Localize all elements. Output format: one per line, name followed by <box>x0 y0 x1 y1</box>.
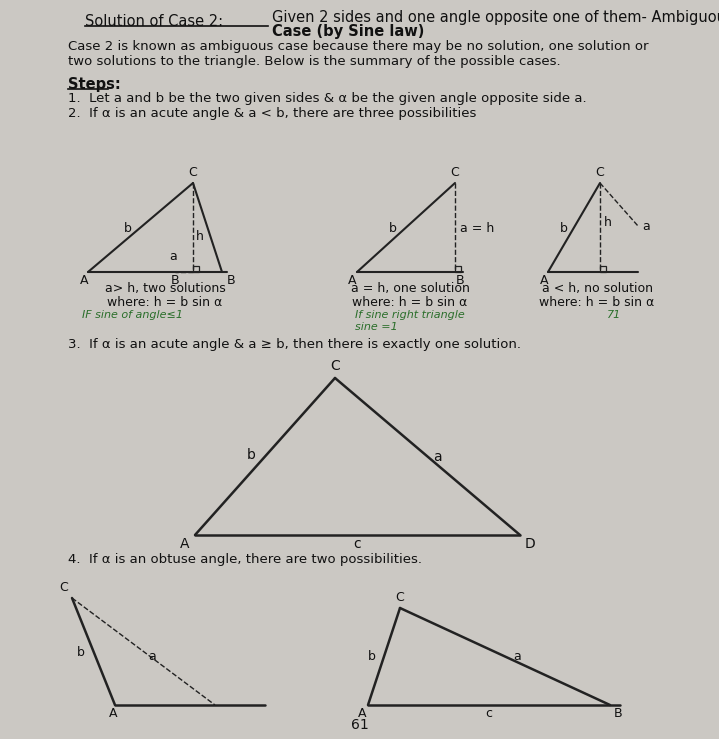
Text: 1.  Let a and b be the two given sides & α be the given angle opposite side a.: 1. Let a and b be the two given sides & … <box>68 92 587 105</box>
Text: h: h <box>196 230 204 242</box>
Text: 2.  If α is an acute angle & a < b, there are three possibilities: 2. If α is an acute angle & a < b, there… <box>68 107 477 120</box>
Text: Given 2 sides and one angle opposite one of them- Ambiguous: Given 2 sides and one angle opposite one… <box>272 10 719 25</box>
Text: where: h = b sin α: where: h = b sin α <box>107 296 223 309</box>
Text: B: B <box>170 274 179 287</box>
Text: C: C <box>60 581 68 594</box>
Text: 71: 71 <box>607 310 621 320</box>
Text: Case (by Sine law): Case (by Sine law) <box>272 24 424 39</box>
Text: IF sine of angle≤1: IF sine of angle≤1 <box>82 310 183 320</box>
Text: B: B <box>226 274 235 287</box>
Text: C: C <box>395 591 404 604</box>
Text: a: a <box>642 219 650 233</box>
Text: c: c <box>485 707 493 720</box>
Text: Solution of Case 2:: Solution of Case 2: <box>85 14 223 29</box>
Text: A: A <box>80 274 88 287</box>
Text: A: A <box>180 537 190 551</box>
Text: Case 2 is known as ambiguous case because there may be no solution, one solution: Case 2 is known as ambiguous case becaus… <box>68 40 649 68</box>
Text: h: h <box>604 217 612 230</box>
Text: b: b <box>368 650 376 664</box>
Text: 61: 61 <box>351 718 369 732</box>
Text: C: C <box>330 359 340 373</box>
Text: a < h, no solution: a < h, no solution <box>541 282 653 295</box>
Text: B: B <box>614 707 623 720</box>
Text: A: A <box>540 274 549 287</box>
Text: D: D <box>525 537 536 551</box>
Text: where: h = b sin α: where: h = b sin α <box>352 296 467 309</box>
Text: a = h, one solution: a = h, one solution <box>351 282 470 295</box>
Text: C: C <box>188 166 198 179</box>
Text: a: a <box>433 450 441 464</box>
Text: a: a <box>169 250 177 262</box>
Text: A: A <box>109 707 117 720</box>
Text: b: b <box>124 222 132 234</box>
Text: B: B <box>456 274 464 287</box>
Text: A: A <box>358 707 366 720</box>
Text: a = h: a = h <box>460 222 494 234</box>
Text: c: c <box>353 537 361 551</box>
Text: b: b <box>389 222 397 234</box>
Text: b: b <box>560 222 568 234</box>
Text: C: C <box>595 166 605 179</box>
Text: where: h = b sin α: where: h = b sin α <box>539 296 654 309</box>
Text: 3.  If α is an acute angle & a ≥ b, then there is exactly one solution.: 3. If α is an acute angle & a ≥ b, then … <box>68 338 521 351</box>
Text: b: b <box>247 448 255 462</box>
Text: b: b <box>77 645 85 658</box>
Text: a: a <box>148 650 156 664</box>
Text: If sine right triangle
sine =1: If sine right triangle sine =1 <box>355 310 464 332</box>
Text: C: C <box>451 166 459 179</box>
Text: a: a <box>513 650 521 664</box>
Text: a> h, two solutions: a> h, two solutions <box>105 282 225 295</box>
Text: Steps:: Steps: <box>68 77 121 92</box>
Text: A: A <box>348 274 356 287</box>
Text: 4.  If α is an obtuse angle, there are two possibilities.: 4. If α is an obtuse angle, there are tw… <box>68 553 422 566</box>
